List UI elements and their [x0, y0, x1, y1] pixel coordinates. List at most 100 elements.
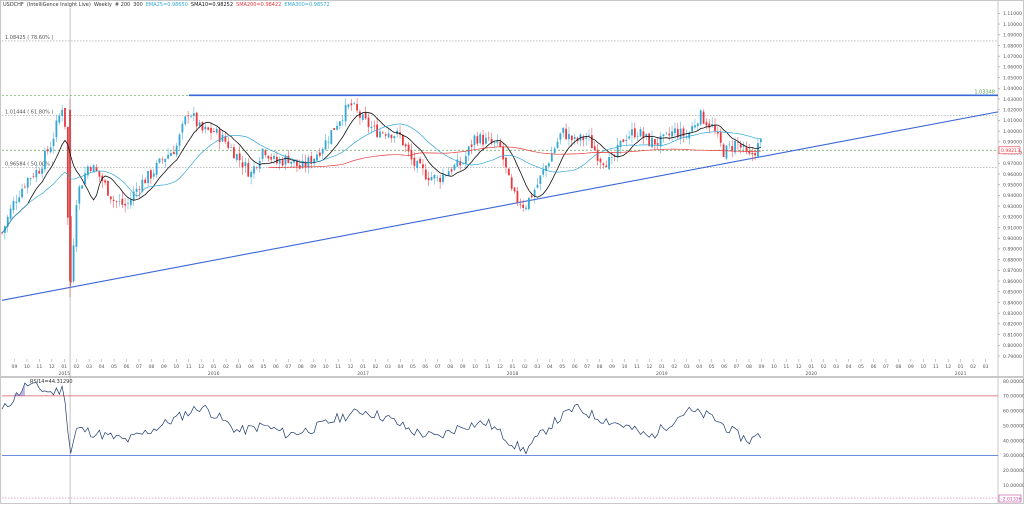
x-tick-label: 01: [659, 364, 665, 370]
candle-body: [499, 141, 502, 147]
candle-body: [49, 147, 52, 153]
rsi-y-tick-label: 20.00000: [1003, 468, 1024, 474]
x-tick-label: 09: [161, 364, 167, 370]
candle-body: [273, 155, 275, 159]
x-tick-label: 02: [970, 364, 976, 370]
x-tick-label: 06: [572, 364, 578, 370]
candle-body: [559, 133, 562, 140]
candle-body: [745, 147, 748, 151]
x-tick-label: 08: [746, 364, 752, 370]
candle-body: [631, 129, 633, 136]
candle-body: [81, 185, 84, 189]
candle-body: [742, 144, 745, 148]
x-tick-label: 09: [310, 364, 316, 370]
candle-body: [708, 123, 711, 128]
x-tick-label: 05: [111, 364, 117, 370]
candle-body: [728, 144, 731, 146]
candle-body: [41, 168, 43, 174]
candle-body: [568, 133, 570, 140]
candle-body: [26, 177, 29, 188]
price-y-tick-label: 0.96000: [1003, 172, 1022, 178]
candle-body: [187, 115, 190, 117]
candle-body: [75, 205, 78, 247]
candle-body: [714, 125, 716, 132]
x-tick-label: 11: [634, 364, 640, 370]
candle-body: [459, 161, 462, 166]
candle-body: [705, 122, 708, 126]
candle-body: [513, 187, 516, 192]
sma200-line: [268, 146, 761, 169]
rsi-value-label: RSI14=44.31290: [30, 379, 73, 385]
candle-body: [115, 201, 118, 202]
candle-body: [393, 136, 396, 139]
x-tick-label: 06: [721, 364, 727, 370]
candle-body: [450, 169, 453, 172]
candle-body: [470, 144, 473, 147]
resistance-label: 1.03348: [974, 89, 995, 95]
candle-body: [55, 120, 58, 138]
candle-body: [585, 137, 588, 139]
legend-symbol: USDCHF: [3, 2, 24, 8]
candle-body: [247, 163, 250, 177]
candle-body: [301, 161, 304, 168]
candle-body: [588, 135, 590, 136]
price-y-tick-label: 1.08000: [1003, 43, 1022, 49]
x-tick-label: 05: [709, 364, 715, 370]
x-tick-label: 03: [983, 364, 989, 370]
candle-body: [175, 145, 178, 156]
candle-body: [759, 138, 762, 143]
candle-body: [98, 171, 101, 177]
candle-body: [376, 124, 379, 138]
candle-body: [757, 143, 759, 157]
x-tick-label: 10: [24, 364, 30, 370]
rsi-panel-frame: [0, 377, 1024, 504]
rsi-y-tick-label: 10.00000: [1003, 483, 1024, 489]
candle-body: [719, 132, 722, 143]
x-tick-label: 03: [385, 364, 391, 370]
candle-body: [321, 149, 324, 154]
candle-body: [384, 134, 387, 136]
x-tick-label: 07: [734, 364, 740, 370]
x-tick-label: 03: [236, 364, 242, 370]
candle-body: [550, 153, 553, 162]
candle-body: [192, 113, 195, 116]
x-tick-label: 11: [186, 364, 192, 370]
candle-body: [439, 177, 442, 183]
candle-body: [172, 152, 175, 155]
price-y-tick-label: 0.93000: [1003, 204, 1022, 210]
candle-body: [662, 134, 665, 137]
price-y-tick-label: 0.89000: [1003, 247, 1022, 253]
candle-body: [195, 112, 198, 127]
candle-body: [218, 129, 221, 143]
x-tick-label: 01: [211, 364, 217, 370]
price-y-tick-label: 0.91000: [1003, 225, 1022, 231]
candle-body: [619, 140, 622, 147]
price-y-tick-label: 0.99000: [1003, 140, 1022, 146]
x-tick-label: 11: [783, 364, 789, 370]
candle-body: [15, 201, 18, 204]
candle-body: [84, 173, 86, 185]
x-tick-label: 06: [871, 364, 877, 370]
candle-body: [207, 127, 210, 130]
candle-body: [233, 147, 235, 159]
candle-body: [353, 103, 356, 104]
candle-body: [748, 150, 751, 154]
x-tick-label: 01: [808, 364, 814, 370]
candle-body: [109, 196, 112, 200]
candle-body: [605, 165, 608, 168]
x-tick-label: 04: [696, 364, 702, 370]
candle-body: [38, 171, 41, 174]
fib-level-label: 1.08425 ( 78.60% ): [5, 35, 53, 41]
candle-body: [570, 135, 573, 141]
x-tick-label: 10: [472, 364, 478, 370]
candle-body: [52, 138, 55, 147]
candle-body: [593, 146, 596, 151]
legend-ema25: EMA25=0.98650: [145, 2, 188, 8]
candle-body: [676, 128, 679, 138]
legend-bars: # 200: [114, 2, 131, 8]
candle-body: [198, 122, 201, 126]
candle-body: [628, 136, 631, 139]
candle-body: [141, 179, 144, 192]
year-label: 2016: [208, 371, 220, 377]
